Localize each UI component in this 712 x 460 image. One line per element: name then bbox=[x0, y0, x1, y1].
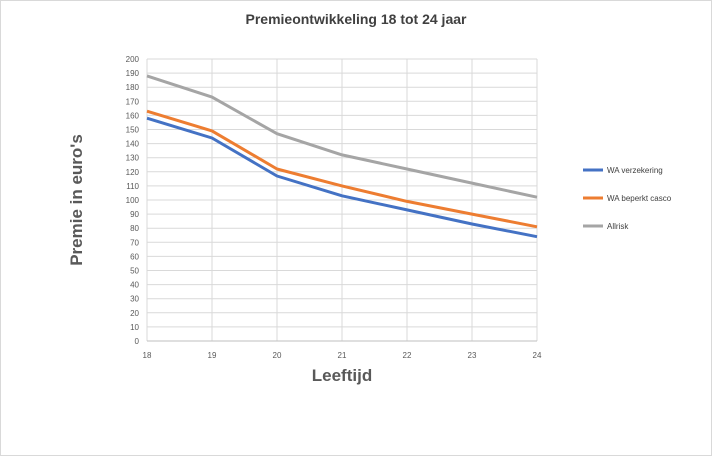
y-tick-label: 110 bbox=[126, 182, 139, 191]
y-tick-label: 70 bbox=[130, 238, 139, 247]
y-tick-label: 90 bbox=[130, 210, 139, 219]
x-tick-labels: 18 19 20 21 22 23 24 bbox=[143, 351, 542, 360]
series-lines bbox=[146, 74, 538, 239]
x-tick-label: 24 bbox=[533, 351, 542, 360]
y-tick-label: 60 bbox=[130, 252, 139, 261]
legend: WA verzekering WA beperkt casco Allrisk bbox=[583, 166, 672, 231]
x-axis-title: Leeftijd bbox=[312, 366, 372, 385]
y-tick-label: 20 bbox=[130, 309, 139, 318]
x-tick-label: 21 bbox=[338, 351, 347, 360]
y-tick-label: 80 bbox=[130, 224, 139, 233]
series-line-2 bbox=[146, 74, 538, 199]
y-tick-label: 150 bbox=[126, 126, 140, 135]
y-tick-label: 120 bbox=[126, 168, 140, 177]
x-tick-label: 22 bbox=[403, 351, 412, 360]
y-tick-labels: 0 10 20 30 40 50 60 70 80 90 100 110 120 130 140 150 160… bbox=[126, 55, 140, 346]
y-tick-label: 0 bbox=[135, 337, 140, 346]
y-tick-label: 40 bbox=[130, 281, 139, 290]
x-tick-label: 19 bbox=[208, 351, 217, 360]
x-tick-label: 23 bbox=[468, 351, 477, 360]
series-line-0 bbox=[146, 116, 538, 239]
gridlines bbox=[146, 58, 538, 341]
legend-label-0: WA verzekering bbox=[607, 166, 663, 175]
y-tick-label: 10 bbox=[130, 323, 139, 332]
legend-label-1: WA beperkt casco bbox=[607, 194, 672, 203]
y-tick-label: 190 bbox=[126, 69, 140, 78]
y-tick-label: 100 bbox=[126, 196, 140, 205]
y-tick-label: 140 bbox=[126, 140, 140, 149]
y-tick-label: 180 bbox=[126, 83, 140, 92]
legend-label-2: Allrisk bbox=[607, 222, 629, 231]
y-axis-title: Premie in euro's bbox=[67, 134, 86, 266]
y-tick-label: 200 bbox=[126, 55, 140, 64]
y-tick-label: 170 bbox=[126, 97, 140, 106]
chart-title: Premieontwikkeling 18 tot 24 jaar bbox=[246, 11, 468, 27]
y-tick-label: 130 bbox=[126, 154, 140, 163]
series-line-1 bbox=[146, 109, 538, 229]
y-tick-label: 160 bbox=[126, 111, 140, 120]
y-tick-label: 30 bbox=[130, 295, 139, 304]
x-tick-label: 18 bbox=[143, 351, 152, 360]
x-tick-label: 20 bbox=[273, 351, 282, 360]
y-tick-label: 50 bbox=[130, 267, 139, 276]
